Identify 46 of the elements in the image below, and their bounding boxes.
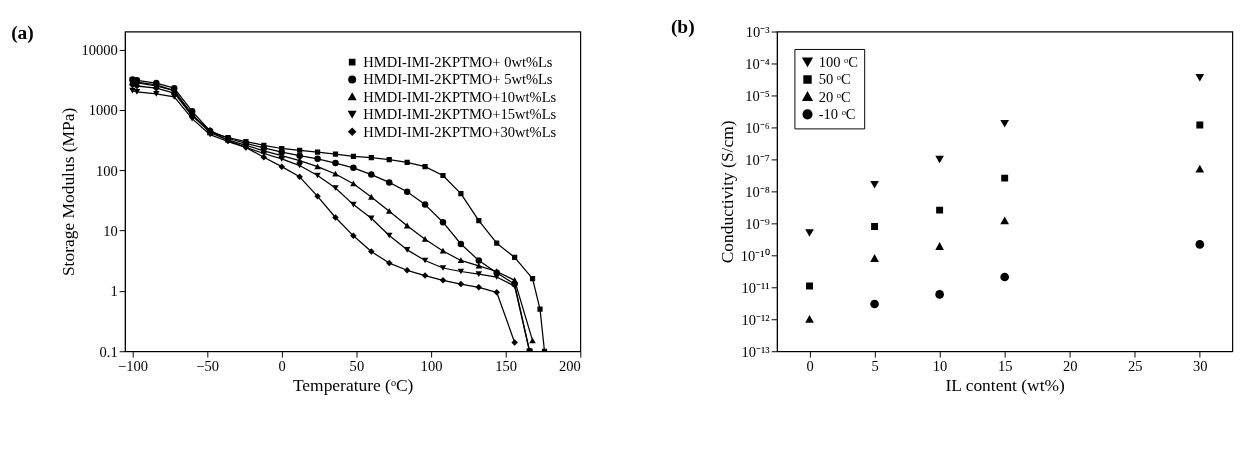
y-tick-label: 1000 bbox=[88, 102, 118, 119]
chart-title: (a) bbox=[11, 22, 34, 45]
y-tick-label: 10⁻¹⁰ bbox=[740, 247, 770, 264]
x-tick-label: 10 bbox=[932, 358, 948, 375]
y-tick-label: 1 bbox=[110, 283, 118, 300]
y-tick-label: 10⁻⁹ bbox=[745, 215, 770, 232]
legend-label: HMDI-IMI-2KPTMO+ 0wt%Ls bbox=[363, 53, 553, 70]
y-tick-label: 10000 bbox=[81, 42, 118, 59]
y-tick-label: 10⁻⁵ bbox=[745, 87, 770, 104]
x-tick-label: 15 bbox=[997, 358, 1013, 375]
y-tick-label: 10⁻¹³ bbox=[741, 343, 771, 360]
x-tick-label: 5 bbox=[871, 358, 879, 375]
y-tick-label: 10⁻⁸ bbox=[745, 183, 770, 200]
legend-label: HMDI-IMI-2KPTMO+ 5wt%Ls bbox=[363, 71, 553, 88]
y-tick-label: 10⁻¹¹ bbox=[741, 279, 770, 296]
x-axis-title: Temperature (ᵒC) bbox=[292, 375, 414, 396]
x-tick-label: 50 bbox=[349, 358, 365, 375]
y-tick-label: 10⁻⁶ bbox=[745, 119, 770, 136]
legend-label: HMDI-IMI-2KPTMO+15wt%Ls bbox=[363, 106, 557, 123]
y-tick-label: 0.1 bbox=[99, 343, 118, 360]
x-tick-label: −50 bbox=[196, 358, 219, 375]
x-tick-label: 0 bbox=[278, 358, 286, 375]
x-tick-label: 0 bbox=[806, 358, 814, 375]
legend-label: 20 ᵒC bbox=[818, 88, 851, 105]
x-tick-label: 30 bbox=[1193, 358, 1208, 375]
x-tick-label: 200 bbox=[559, 358, 581, 375]
x-tick-label: 20 bbox=[1062, 358, 1078, 375]
x-tick-label: 100 bbox=[420, 358, 443, 375]
x-tick-label: 25 bbox=[1128, 358, 1143, 375]
legend-label: HMDI-IMI-2KPTMO+30wt%Ls bbox=[363, 123, 557, 140]
legend-label: 100 ᵒC bbox=[818, 53, 858, 70]
legend-label: -10 ᵒC bbox=[818, 106, 856, 123]
chart-title: (b) bbox=[670, 15, 695, 38]
y-tick-label: 10⁻⁷ bbox=[745, 151, 770, 168]
y-tick-label: 100 bbox=[95, 162, 118, 179]
y-axis-title: Conductivity (S/cm) bbox=[717, 120, 738, 264]
y-axis-title: Storage Modulus (MPa) bbox=[57, 107, 78, 277]
x-tick-label: 150 bbox=[495, 358, 518, 375]
y-tick-label: 10⁻⁴ bbox=[745, 55, 770, 72]
legend-label: HMDI-IMI-2KPTMO+10wt%Ls bbox=[363, 88, 557, 105]
y-tick-label: 10 bbox=[103, 222, 118, 239]
legend-label: 50 ᵒC bbox=[818, 71, 851, 88]
y-tick-label: 10⁻³ bbox=[745, 23, 771, 40]
x-axis-title: IL content (wt%) bbox=[945, 375, 1066, 396]
x-tick-label: −100 bbox=[117, 358, 148, 375]
y-tick-label: 10⁻¹² bbox=[741, 311, 771, 328]
